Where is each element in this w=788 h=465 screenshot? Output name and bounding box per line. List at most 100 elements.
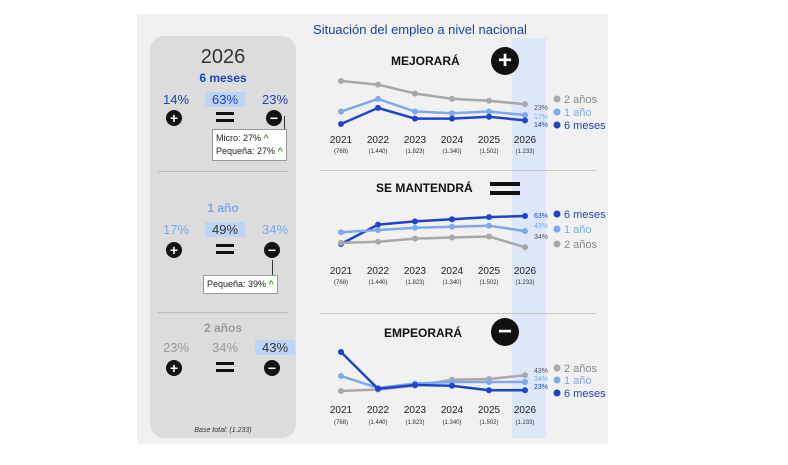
x-tick-sublabel: (1.823)	[405, 280, 424, 286]
callout-connector	[272, 260, 273, 276]
section-title-mejorara: MEJORARÁ	[391, 54, 460, 68]
data-point	[486, 113, 492, 120]
x-tick-label: 2024	[441, 405, 464, 416]
series-line-1-año	[340, 97, 526, 117]
x-tick-label: 2025	[478, 405, 501, 416]
legend-label: 1 año	[564, 224, 592, 236]
plus-icon: +	[166, 242, 182, 258]
x-tick-label: 2024	[441, 266, 464, 277]
data-point	[412, 382, 418, 388]
pct-better: 17%	[162, 222, 190, 237]
data-point	[449, 382, 455, 389]
period-1-ano: 1 año	[207, 201, 239, 215]
x-tick-label: 2022	[367, 405, 390, 416]
data-point	[522, 101, 528, 108]
data-point	[522, 244, 528, 251]
divider	[158, 312, 288, 313]
x-tick-sublabel: (768)	[334, 280, 348, 286]
x-tick-label: 2024	[441, 135, 464, 146]
minus-icon: −	[264, 360, 280, 376]
summary-year: 2026	[200, 46, 246, 68]
x-tick-sublabel: (768)	[334, 149, 348, 155]
legend-dot	[553, 95, 561, 103]
series-line-2-años	[340, 79, 526, 106]
equals-icon	[216, 112, 234, 122]
legend-dot	[553, 121, 561, 129]
minus-icon: −	[266, 110, 282, 126]
legend-label: 6 meses	[564, 209, 606, 221]
data-point	[449, 216, 455, 223]
x-tick-sublabel: (1.823)	[405, 420, 424, 426]
series-line-2-años	[340, 235, 526, 249]
data-point	[522, 379, 528, 385]
x-tick-sublabel: (1.340)	[442, 420, 461, 426]
data-point	[486, 97, 492, 104]
legend-dot	[553, 364, 561, 372]
period-2-anos: 2 años	[203, 321, 242, 335]
divider	[158, 171, 288, 172]
section-title-empeorara: EMPEORARÁ	[384, 326, 463, 340]
legend-label: 2 años	[564, 239, 598, 251]
plus-icon: +	[491, 47, 519, 75]
data-point	[486, 214, 492, 221]
legend-dot	[553, 240, 561, 248]
x-tick-sublabel: (1.502)	[479, 149, 498, 155]
x-tick-sublabel: (1.440)	[368, 149, 387, 155]
pct-worse: 43%	[255, 340, 295, 355]
legend-dot	[553, 389, 561, 397]
data-point	[338, 388, 344, 394]
x-tick-label: 2026	[514, 405, 537, 416]
legend-label: 2 años	[564, 363, 598, 375]
x-tick-sublabel: (1.502)	[479, 280, 498, 286]
end-value-label: 23%	[534, 105, 548, 112]
end-value-label: 34%	[534, 376, 548, 383]
x-tick-sublabel: (1.440)	[368, 280, 387, 286]
callout-1-ano: Pequeña: 39% ^	[203, 275, 278, 294]
x-tick-label: 2023	[404, 135, 427, 146]
pct-same: 49%	[205, 222, 245, 237]
legend-label: 1 año	[564, 375, 592, 387]
end-value-label: 23%	[534, 384, 548, 391]
data-point	[522, 372, 528, 379]
up-arrow-icon: ^	[263, 133, 269, 143]
data-point	[338, 121, 344, 127]
equals-icon	[216, 362, 234, 372]
legend-label: 1 año	[564, 107, 592, 119]
callout-line: Pequeña: 27%	[216, 146, 276, 156]
legend-dot	[553, 225, 561, 233]
series-line-6-meses	[340, 106, 526, 126]
x-tick-label: 2021	[330, 135, 353, 146]
series-line-6-meses	[340, 214, 526, 246]
plus-icon: +	[166, 360, 182, 376]
minus-icon: −	[264, 242, 280, 258]
base-total: Base total: (1.233)	[194, 427, 252, 434]
section-divider	[320, 170, 596, 171]
series-line-1-año	[340, 374, 525, 390]
callout-line: Pequeña: 39%	[207, 279, 267, 289]
data-point	[486, 379, 492, 385]
data-point	[338, 239, 344, 246]
section-divider	[320, 313, 596, 314]
data-point	[338, 349, 344, 355]
end-value-label: 34%	[534, 234, 548, 241]
data-point	[338, 108, 344, 115]
x-tick-label: 2021	[330, 405, 353, 416]
legend-label: 6 meses	[564, 120, 606, 132]
x-tick-label: 2026	[514, 135, 537, 146]
data-point	[412, 218, 418, 225]
data-point	[375, 95, 381, 102]
data-point	[375, 385, 381, 392]
x-tick-sublabel: (1.233)	[515, 280, 534, 286]
pct-worse: 34%	[261, 222, 289, 237]
section-title-se-mantendra: SE MANTENDRÁ	[376, 181, 473, 195]
data-point	[338, 373, 344, 379]
end-value-label: 49%	[534, 223, 548, 230]
pct-same: 63%	[205, 92, 245, 107]
legend-label: 6 meses	[564, 388, 606, 400]
callout-6-meses: Micro: 27% ^ Pequeña: 27% ^	[212, 129, 287, 161]
data-point	[375, 227, 381, 233]
x-tick-sublabel: (1.823)	[405, 149, 424, 155]
x-tick-label: 2022	[367, 266, 390, 277]
data-point	[522, 117, 528, 124]
end-value-label: 43%	[534, 368, 548, 375]
